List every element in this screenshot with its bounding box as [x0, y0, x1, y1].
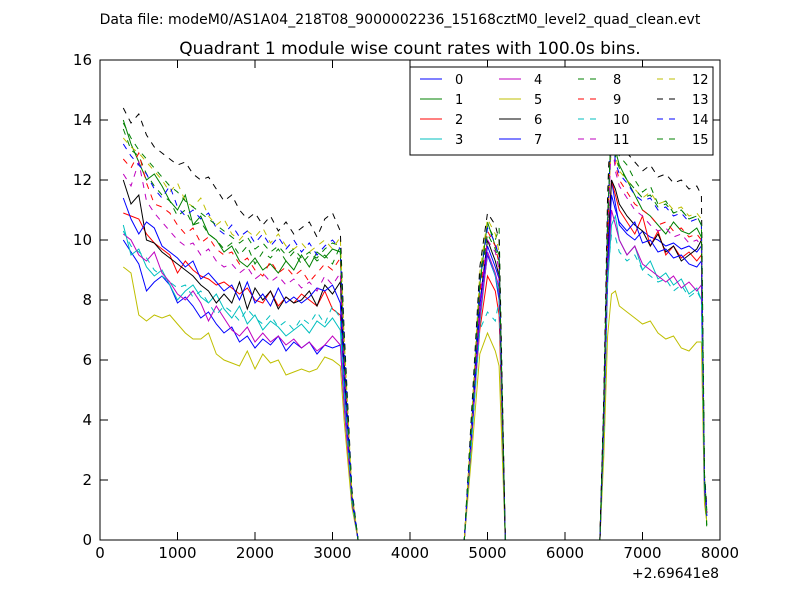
y-tick-label: 16	[73, 51, 92, 69]
series-line-0	[122, 179, 708, 541]
legend-label-13: 13	[692, 93, 709, 108]
series-line-5	[122, 266, 708, 541]
y-tick-label: 0	[82, 531, 92, 549]
plot-area	[122, 89, 708, 541]
legend-label-5: 5	[534, 93, 542, 108]
y-tick-label: 6	[82, 351, 92, 369]
series-line-3	[122, 214, 708, 541]
series-line-9	[122, 125, 708, 541]
x-tick-label: 4000	[391, 544, 429, 562]
x-tick-label: 6000	[546, 544, 584, 562]
series-line-11	[122, 134, 708, 541]
legend-label-8: 8	[613, 73, 621, 88]
legend-label-10: 10	[613, 113, 630, 128]
series-line-10	[122, 230, 708, 541]
legend-label-0: 0	[455, 73, 463, 88]
x-tick-label: 2000	[236, 544, 274, 562]
y-tick-label: 12	[73, 171, 92, 189]
x-tick-label: 8000	[701, 544, 739, 562]
y-tick-label: 10	[73, 231, 92, 249]
series-line-1	[122, 119, 708, 541]
y-tick-label: 2	[82, 471, 92, 489]
x-tick-label: 3000	[313, 544, 351, 562]
legend-label-9: 9	[613, 93, 621, 108]
legend-label-6: 6	[534, 113, 542, 128]
legend-label-12: 12	[692, 73, 709, 88]
legend-label-1: 1	[455, 93, 463, 108]
series-line-8	[122, 104, 708, 541]
series-line-15	[122, 113, 708, 541]
series-line-7	[122, 194, 708, 541]
figure-suptitle: Data file: modeM0/AS1A04_218T08_90000022…	[100, 12, 701, 28]
legend-label-11: 11	[613, 133, 630, 148]
series-line-6	[122, 179, 708, 541]
legend-label-4: 4	[534, 73, 542, 88]
y-tick-label: 8	[82, 291, 92, 309]
axis-ticks: 0 1000 2000 3000 4000 5000 6000 7000 80000246810…	[73, 51, 739, 562]
legend-label-3: 3	[455, 133, 463, 148]
x-tick-label: 7000	[623, 544, 661, 562]
y-tick-label: 4	[82, 411, 92, 429]
legend-label-2: 2	[455, 113, 463, 128]
legend-label-7: 7	[534, 133, 542, 148]
x-tick-label: 1000	[158, 544, 196, 562]
legend-box	[409, 66, 714, 156]
x-tick-label: 5000	[468, 544, 506, 562]
chart-title: Quadrant 1 module wise count rates with …	[179, 39, 640, 59]
y-tick-label: 14	[73, 111, 92, 129]
legend-label-14: 14	[692, 113, 709, 128]
series-line-4	[122, 209, 708, 541]
legend-label-15: 15	[692, 133, 709, 148]
x-axis-offset-label: +2.69641e8	[632, 566, 719, 582]
series-line-2	[123, 179, 708, 541]
x-tick-label: 0	[95, 544, 105, 562]
